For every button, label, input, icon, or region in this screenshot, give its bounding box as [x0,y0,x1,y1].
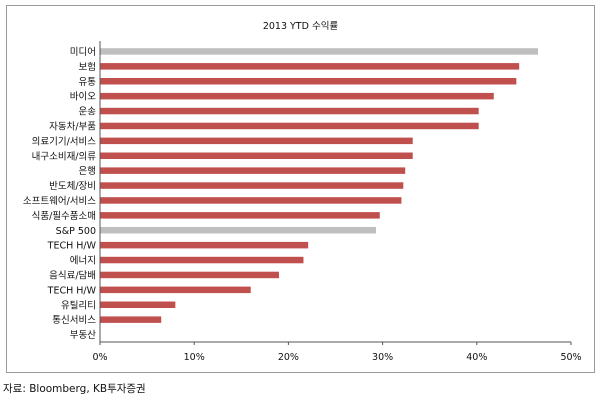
bar-11 [100,212,380,219]
chart-title: 2013 YTD 수익률 [262,21,339,32]
x-tick-label-0: 0% [92,352,107,363]
category-label-0: 미디어 [70,47,96,58]
category-label-4: 운송 [79,107,97,118]
bar-12 [100,227,377,234]
category-label-1: 보험 [79,62,96,73]
bar-17 [100,301,176,308]
category-label-11: 식품/필수품소매 [32,210,96,222]
bar-16 [100,286,251,294]
bar-1 [100,63,520,70]
bar-3 [100,92,494,100]
x-tick-label-3: 30% [372,352,393,363]
bar-18 [100,316,162,323]
x-tick-label-4: 40% [466,352,487,363]
category-label-9: 반도체/장비 [49,181,96,192]
x-tick-label-5: 50% [560,352,581,363]
category-label-17: 유틸리티 [61,299,96,311]
x-tick-label-2: 20% [278,352,299,363]
bar-5 [100,122,479,130]
source-note: 자료: Bloomberg, KB투자증권 [3,383,146,395]
bar-13 [100,241,309,249]
bar-6 [100,137,413,145]
bar-8 [100,167,406,174]
category-label-19: 부동산 [70,330,96,341]
bar-4 [100,107,479,115]
category-label-14: 에너지 [70,256,96,267]
category-label-2: 유통 [79,77,97,88]
bar-10 [100,197,402,204]
bar-0 [100,48,539,55]
category-label-10: 소프트웨어/서비스 [23,195,96,207]
category-label-8: 은행 [79,165,96,177]
bar-9 [100,182,404,189]
category-label-6: 의료기기/서비스 [32,136,97,147]
category-label-7: 내구소비재/의류 [32,151,97,162]
category-label-16: TECH H/W [47,285,97,296]
bar-15 [100,271,279,279]
bar-7 [100,152,413,159]
category-label-15: 음식료/담배 [49,269,96,281]
category-label-18: 통신서비스 [52,315,96,326]
category-label-13: TECH H/W [47,241,97,252]
bar-2 [100,78,517,85]
bar-14 [100,256,304,264]
category-label-12: S&P 500 [56,226,96,237]
category-label-3: 바이오 [70,92,96,103]
category-label-5: 자동차/부품 [49,120,96,132]
x-tick-label-1: 10% [184,352,205,363]
